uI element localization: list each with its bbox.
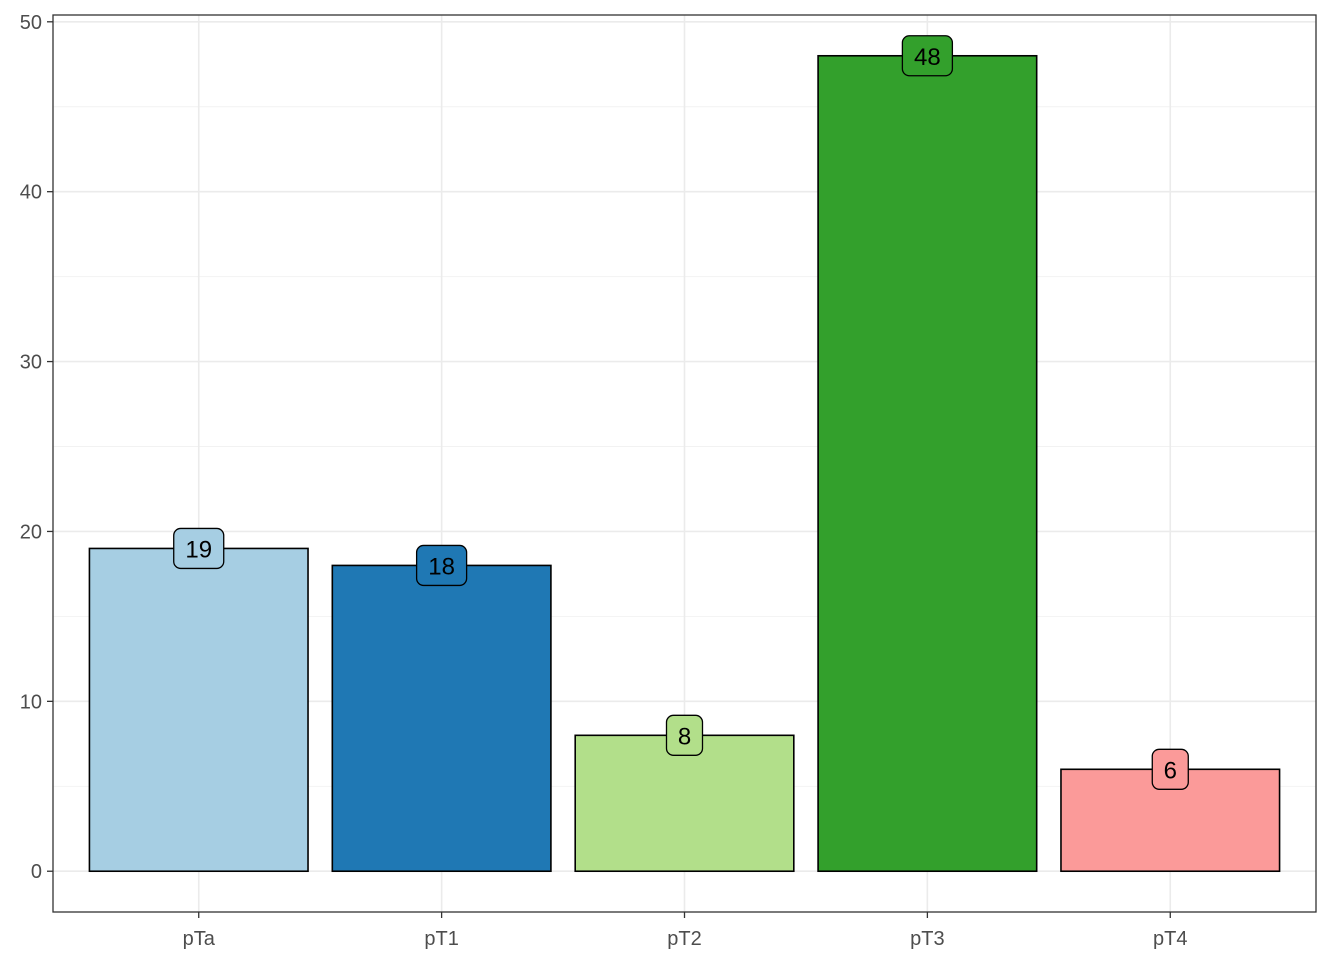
y-tick-label: 30 [20, 352, 42, 374]
bar-pt2 [574, 734, 795, 873]
y-tick-label: 0 [31, 861, 42, 883]
data-label-text: 8 [678, 723, 691, 750]
bar-pta [88, 547, 309, 873]
data-label-text: 6 [1164, 757, 1177, 784]
bar-pt1 [331, 564, 552, 873]
x-tick-label: pT4 [1153, 928, 1187, 950]
y-tick-label: 20 [20, 521, 42, 543]
bar-pt3 [817, 54, 1038, 873]
data-label-pt4: 6 [1151, 748, 1189, 790]
x-tick-label: pT2 [667, 928, 701, 950]
axes: 0 10 20 30 40 50 pTa pT1 pT2 pT3 pT4 [20, 12, 1188, 950]
data-label-text: 19 [185, 536, 212, 563]
data-label-text: 48 [914, 44, 941, 71]
data-label-pt1: 18 [415, 544, 468, 587]
x-tick-label: pTa [183, 928, 216, 950]
data-labels: 19 18 8 48 6 [173, 35, 1189, 790]
y-tick-label: 40 [20, 182, 42, 204]
y-tick-label: 10 [20, 691, 42, 713]
data-label-box [415, 544, 468, 587]
data-label-box [173, 527, 225, 570]
data-label-box [665, 714, 704, 756]
y-tick-label: 50 [20, 12, 42, 34]
data-label-box [1151, 748, 1189, 790]
x-tick-label: pT1 [424, 928, 458, 950]
data-label-pt2: 8 [665, 714, 704, 756]
data-label-text: 18 [428, 553, 455, 580]
data-label-pta: 19 [173, 527, 225, 570]
x-tick-label: pT3 [910, 928, 944, 950]
data-label-pt3: 48 [901, 35, 954, 77]
data-label-box [901, 35, 954, 77]
